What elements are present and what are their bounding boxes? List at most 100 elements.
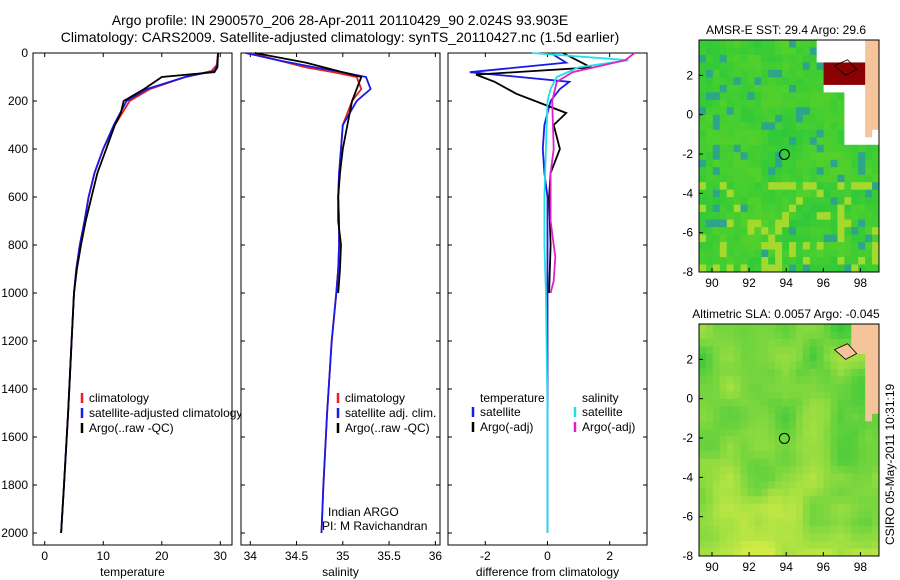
sla-map-cell [747,436,755,445]
sst-map-cell [844,84,852,93]
sla-map-cell [789,541,797,549]
sla-map-cell [858,413,866,422]
sst-map-cell [747,197,755,206]
sst-map-cell [795,167,804,176]
sla-map-cell [809,421,818,430]
sst-map-cell [719,249,728,258]
sst-map-cell [699,62,707,71]
sla-map-cell [858,406,866,415]
sst-map-cell [872,47,880,56]
sla-map-cell [802,451,811,460]
sla-map-cell [705,428,714,437]
sla-map-cell [865,338,873,347]
sst-map-cell [789,77,797,86]
sst-map-cell [754,62,762,71]
sla-map-cell [823,368,831,377]
sla-map-cell [719,383,728,392]
sst-map-cell [844,197,852,206]
sla-map-cell [719,331,728,340]
sla-map-cell [816,331,825,340]
sst-map-cell [761,92,769,101]
temperature-y-tick-label: 0 [21,46,28,60]
sst-map-cell [802,54,811,63]
sla-map-cell [809,338,818,347]
sst-map-cell [789,54,797,63]
sla-map-cell [789,406,797,415]
sst-map-cell [816,144,825,153]
sst-map-cell [740,264,748,273]
sst-map-cell [754,129,762,138]
sst-map-cell [851,114,859,123]
sst-map-cell [837,264,845,273]
temperature-y-tick-label: 1000 [1,286,28,300]
sla-map-cell [733,458,741,467]
sst-map-cell [872,174,880,183]
sla-map-cell [844,361,852,370]
sst-map-cell [775,69,783,78]
sla-map-y-tick-label: -4 [682,470,693,484]
sst-map-cell [775,167,783,176]
sst-map-cell [768,152,776,161]
sla-map-cell [830,458,838,467]
sst-map-cell [699,174,707,183]
sla-map-cell [795,458,804,467]
sla-map-cell [775,368,783,377]
sla-map-cell [858,421,866,430]
sst-map-cell [809,129,818,138]
sst-map-cell [747,137,755,146]
sla-map-cell [699,548,707,557]
sst-map-cell [830,122,838,131]
sst-map-cell [747,264,755,273]
sst-map-cell [837,249,845,258]
sst-map-cell [823,99,831,108]
sst-map-cell [782,159,790,168]
sst-map-cell [872,242,880,250]
sla-map-x-tick-label: 94 [780,560,794,574]
salinity-x-axis-label: salinity [322,565,359,579]
sla-map-cell [712,324,721,332]
sst-map-cell [719,152,728,161]
sla-map-cell [726,451,735,460]
sla-map-cell [740,526,748,534]
sst-map-cell [809,189,818,198]
sla-map-cell [858,496,866,505]
sst-map-cell [740,174,748,183]
sst-map-cell [823,129,831,138]
sst-map-cell [775,92,783,101]
sla-map-cell [795,451,804,460]
sst-map-cell [699,47,707,56]
sst-map-cell [858,40,866,48]
sla-map-cell [872,533,880,542]
sst-map-cell [754,167,762,176]
sla-map-cell [782,503,790,512]
sla-map-x-tick-label: 90 [705,560,719,574]
sla-map-cell [823,488,831,497]
sla-map-cell [740,541,748,549]
sla-map-cell [865,533,873,542]
sst-map-cell [775,114,783,123]
sst-map-cell [865,264,873,273]
sla-map-cell [733,353,741,362]
sst-map-cell [699,114,707,123]
sst-map-cell [844,107,852,116]
sla-map-cell [733,451,741,460]
sst-map-cell [712,234,721,243]
sla-map-cell [740,473,748,482]
salinity-plot-frame [240,52,441,546]
sla-map-cell [705,398,714,407]
sla-map-cell [844,548,852,557]
sst-map-cell [858,152,866,161]
float-program-label: Indian ARGO [328,505,399,519]
sla-map-cell [802,533,811,542]
sst-map-cell [851,264,859,273]
sst-map-cell [747,167,755,176]
sst-map-cell [816,264,825,273]
sst-map-cell [830,212,838,221]
sla-map-cell [768,421,776,430]
sst-map-cell [719,99,728,108]
sst-map-cell [816,84,825,93]
sla-map-cell [719,391,728,400]
sst-map-cell [712,144,721,153]
sst-map-cell [768,219,776,228]
sla-map-cell [865,324,873,332]
